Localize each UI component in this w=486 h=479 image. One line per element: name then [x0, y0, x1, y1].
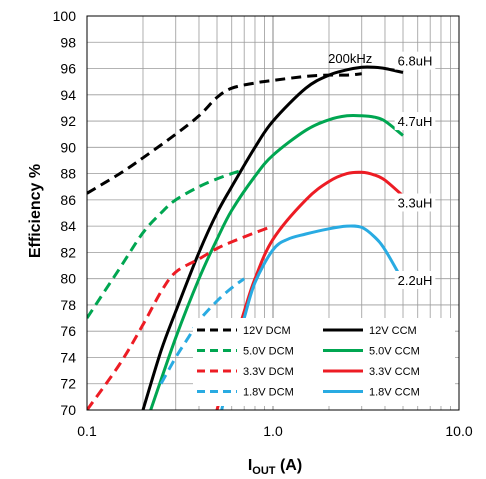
plot-frame [86, 15, 460, 411]
series-lines [87, 65, 405, 410]
y-tick-labels: 70 72 74 76 78 80 82 84 86 88 90 92 94 96 98 100 [53, 8, 77, 418]
legend-label: 12V DCM [243, 325, 291, 337]
annotation-background [394, 112, 436, 131]
annotation-background [394, 270, 436, 289]
legend-label: 12V CCM [369, 325, 417, 337]
series-line-3-3v-dcm [87, 224, 274, 410]
y-tick-label: 96 [60, 61, 76, 77]
y-tick-label: 86 [60, 192, 76, 208]
y-tick-label: 100 [53, 8, 77, 24]
series-line-5-0v-dcm [87, 168, 245, 319]
legend-label: 1.8V CCM [369, 387, 420, 399]
annotation-background [394, 193, 436, 212]
x-tick-label: 10.0 [445, 423, 472, 439]
annotation-label: 200kHz [328, 51, 372, 66]
y-tick-label: 94 [60, 87, 76, 103]
legend-label: 3.3V DCM [243, 366, 294, 378]
y-tick-label: 92 [60, 113, 76, 129]
annotation-background [394, 51, 436, 70]
annotation-label: 2.2uH [398, 273, 433, 288]
annotation-label: 3.3uH [398, 195, 433, 210]
x-tick-label: 1.0 [263, 423, 283, 439]
y-tick-label: 80 [60, 271, 76, 287]
series-line-12v-ccm [141, 65, 404, 410]
y-tick-label: 82 [60, 244, 76, 260]
y-axis-title: Efficiency % [27, 164, 44, 258]
y-tick-label: 70 [60, 402, 76, 418]
legend: 12V DCM 12V CCM 5.0V DCM 5.0V CCM 3.3V DCM 3.… [193, 318, 455, 406]
legend-label: 5.0V CCM [369, 346, 420, 358]
series-line-5-0v-ccm [149, 113, 404, 410]
y-tick-label: 76 [60, 323, 76, 339]
series-line-3-3v-ccm [215, 170, 404, 410]
y-tick-label: 84 [60, 218, 76, 234]
x-axis-title: IOUT (A) [248, 457, 302, 477]
annotation-label: 4.7uH [398, 114, 433, 129]
legend-label: 5.0V DCM [243, 346, 294, 358]
annotations: 200kHz 6.8uH 4.7uH 3.3uH 2.2uH [328, 51, 436, 289]
legend-label: 1.8V DCM [243, 387, 294, 399]
y-tick-label: 78 [60, 297, 76, 313]
y-tick-label: 88 [60, 166, 76, 182]
x-tick-labels: 0.1 1.0 10.0 [77, 423, 473, 439]
y-tick-label: 90 [60, 139, 76, 155]
y-tick-label: 74 [60, 349, 76, 365]
y-tick-label: 98 [60, 34, 76, 50]
y-tick-label: 72 [60, 376, 76, 392]
annotation-label: 6.8uH [398, 54, 433, 69]
legend-label: 3.3V CCM [369, 366, 420, 378]
x-tick-label: 0.1 [77, 423, 97, 439]
